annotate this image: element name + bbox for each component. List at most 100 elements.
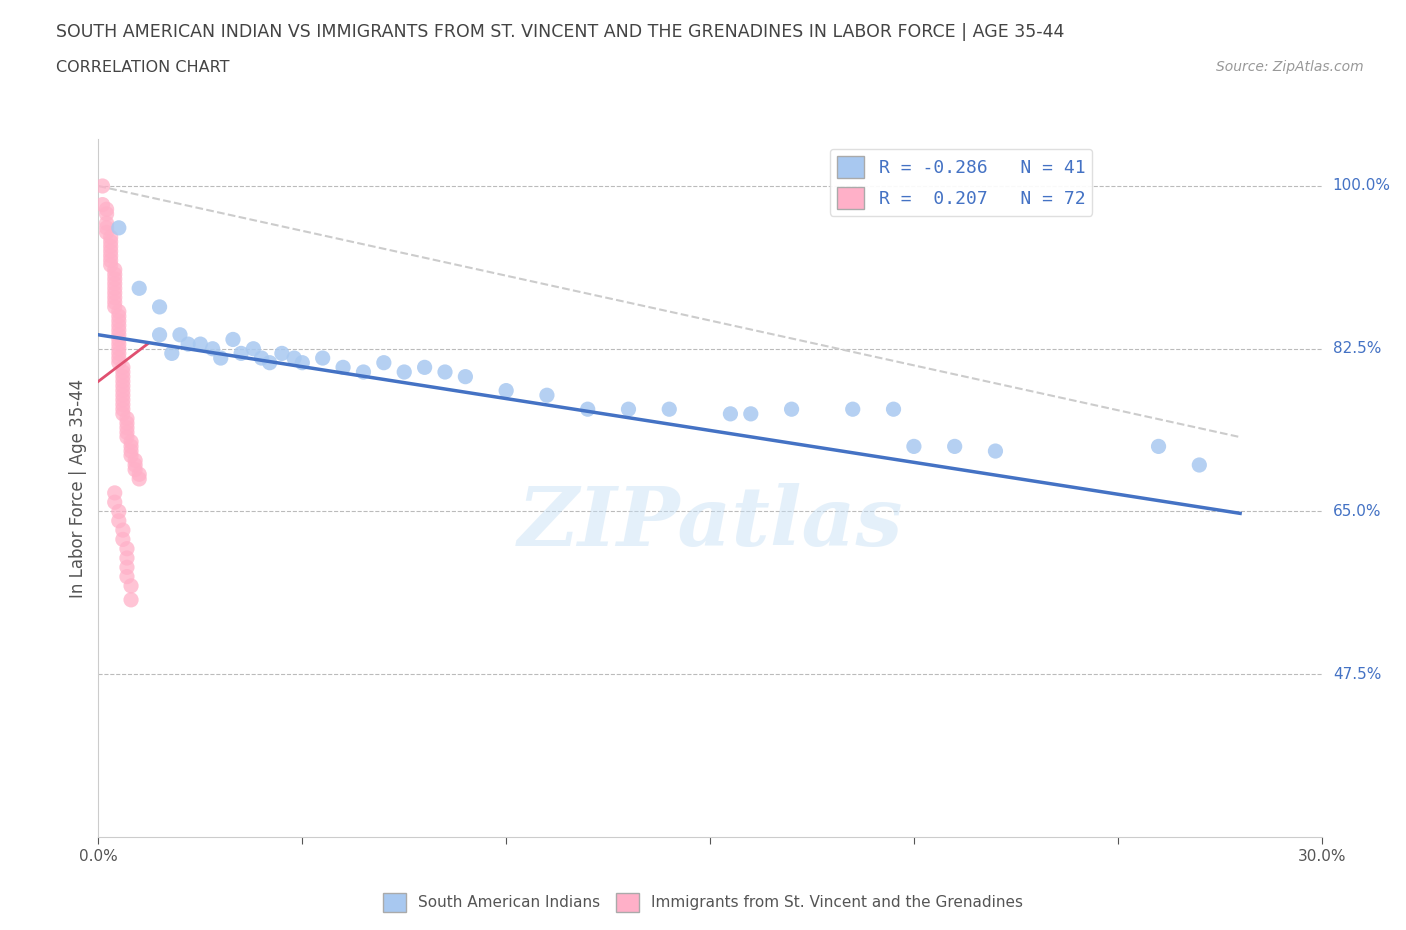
- Point: [124, 462, 146, 477]
- Point: [434, 365, 457, 379]
- Point: [108, 318, 131, 333]
- Text: SOUTH AMERICAN INDIAN VS IMMIGRANTS FROM ST. VINCENT AND THE GRENADINES IN LABOR: SOUTH AMERICAN INDIAN VS IMMIGRANTS FROM…: [56, 23, 1064, 41]
- Point: [841, 402, 863, 417]
- Point: [111, 406, 134, 421]
- Point: [104, 495, 127, 510]
- Point: [104, 276, 127, 291]
- Point: [108, 313, 131, 328]
- Point: [149, 299, 172, 314]
- Point: [108, 346, 131, 361]
- Point: [160, 346, 183, 361]
- Point: [1147, 439, 1170, 454]
- Point: [100, 253, 122, 268]
- Point: [242, 341, 264, 356]
- Point: [111, 365, 134, 379]
- Point: [201, 341, 224, 356]
- Point: [576, 402, 599, 417]
- Point: [104, 485, 127, 500]
- Point: [115, 569, 138, 584]
- Point: [108, 309, 131, 324]
- Point: [209, 351, 232, 365]
- Point: [115, 430, 138, 445]
- Point: [231, 346, 253, 361]
- Point: [177, 337, 200, 352]
- Legend: South American Indians, Immigrants from St. Vincent and the Grenadines: South American Indians, Immigrants from …: [377, 887, 1029, 918]
- Point: [250, 351, 273, 365]
- Text: 82.5%: 82.5%: [1333, 341, 1381, 356]
- Y-axis label: In Labor Force | Age 35-44: In Labor Force | Age 35-44: [69, 379, 87, 598]
- Point: [111, 388, 134, 403]
- Point: [312, 351, 335, 365]
- Point: [120, 434, 142, 449]
- Point: [392, 365, 416, 379]
- Point: [883, 402, 905, 417]
- Point: [100, 248, 122, 263]
- Point: [104, 272, 127, 286]
- Point: [96, 225, 118, 240]
- Text: 65.0%: 65.0%: [1333, 504, 1381, 519]
- Point: [111, 374, 134, 389]
- Point: [115, 425, 138, 440]
- Point: [1188, 458, 1211, 472]
- Point: [115, 411, 138, 426]
- Point: [111, 383, 134, 398]
- Point: [108, 323, 131, 338]
- Point: [111, 360, 134, 375]
- Point: [100, 230, 122, 245]
- Text: Source: ZipAtlas.com: Source: ZipAtlas.com: [1216, 60, 1364, 74]
- Text: CORRELATION CHART: CORRELATION CHART: [56, 60, 229, 75]
- Point: [780, 402, 803, 417]
- Point: [96, 216, 118, 231]
- Point: [115, 416, 138, 431]
- Point: [291, 355, 314, 370]
- Point: [108, 504, 131, 519]
- Point: [270, 346, 294, 361]
- Point: [111, 523, 134, 538]
- Point: [100, 239, 122, 254]
- Point: [617, 402, 640, 417]
- Point: [124, 458, 146, 472]
- Point: [222, 332, 245, 347]
- Point: [104, 286, 127, 300]
- Point: [115, 551, 138, 565]
- Point: [149, 327, 172, 342]
- Point: [108, 341, 131, 356]
- Point: [120, 439, 142, 454]
- Point: [91, 197, 114, 212]
- Point: [108, 351, 131, 365]
- Point: [128, 472, 150, 486]
- Point: [115, 541, 138, 556]
- Point: [188, 337, 212, 352]
- Point: [128, 281, 150, 296]
- Point: [96, 206, 118, 221]
- Point: [91, 179, 114, 193]
- Point: [373, 355, 395, 370]
- Point: [111, 397, 134, 412]
- Point: [104, 262, 127, 277]
- Point: [100, 234, 122, 249]
- Point: [100, 244, 122, 259]
- Point: [100, 258, 122, 272]
- Point: [658, 402, 681, 417]
- Point: [352, 365, 374, 379]
- Point: [108, 513, 131, 528]
- Point: [943, 439, 966, 454]
- Point: [120, 448, 142, 463]
- Point: [283, 351, 305, 365]
- Point: [984, 444, 1007, 458]
- Point: [115, 420, 138, 435]
- Point: [413, 360, 436, 375]
- Point: [111, 379, 134, 393]
- Point: [124, 453, 146, 468]
- Point: [111, 402, 134, 417]
- Point: [108, 337, 131, 352]
- Point: [96, 202, 118, 217]
- Point: [128, 467, 150, 482]
- Text: 100.0%: 100.0%: [1333, 179, 1391, 193]
- Point: [169, 327, 191, 342]
- Point: [454, 369, 477, 384]
- Point: [115, 560, 138, 575]
- Point: [120, 578, 142, 593]
- Point: [104, 281, 127, 296]
- Point: [108, 332, 131, 347]
